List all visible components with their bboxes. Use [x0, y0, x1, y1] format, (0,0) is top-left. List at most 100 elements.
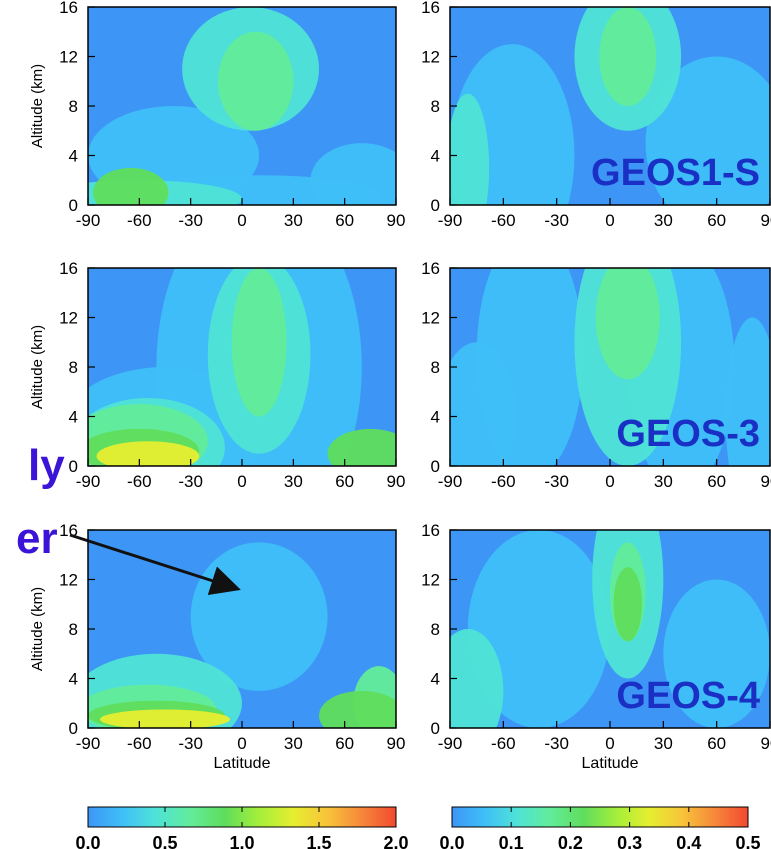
- y-tick-label: 0: [431, 196, 440, 215]
- y-tick-label: 8: [69, 97, 78, 116]
- y-tick-label: 0: [69, 457, 78, 476]
- colorbar-tick-label: 1.5: [306, 833, 331, 849]
- contour-field: [450, 530, 770, 728]
- contour-field: [88, 7, 396, 205]
- y-tick-label: 16: [421, 521, 440, 540]
- x-tick-label: -60: [127, 472, 152, 491]
- x-tick-label: -90: [76, 734, 101, 753]
- x-axis-label: Latitude: [582, 755, 639, 772]
- contour-level: [99, 709, 231, 728]
- y-tick-label: 8: [69, 358, 78, 377]
- x-tick-label: -60: [491, 472, 516, 491]
- x-tick-label: 0: [605, 734, 614, 753]
- x-tick-label: 60: [707, 734, 726, 753]
- model-label: GEOS-3: [616, 413, 760, 455]
- x-tick-label: 0: [605, 472, 614, 491]
- panels: 0 4 8 12 16 -90 -60 -30 0 30 60 90 Altitude (km) 0 4 8 1…: [29, 0, 771, 849]
- contour-level: [595, 268, 660, 380]
- x-tick-label: 30: [654, 734, 673, 753]
- y-tick-label: 12: [421, 571, 440, 590]
- annotation: ly er: [16, 441, 241, 596]
- x-tick-label: -30: [544, 211, 569, 230]
- contour-level: [231, 268, 287, 417]
- contour-level: [599, 7, 657, 106]
- panel-top-right: 0 4 8 12 16 -90 -60 -30 0 30 60 90GEOS1-S: [421, 0, 771, 230]
- x-tick-label: -30: [178, 734, 203, 753]
- contour-level: [467, 530, 610, 728]
- annotation-text-line2: er: [16, 514, 58, 563]
- y-tick-label: 4: [431, 408, 440, 427]
- annotation-arrow: [69, 533, 241, 596]
- contour-level: [645, 56, 770, 205]
- y-tick-label: 12: [59, 309, 78, 328]
- x-tick-label: 30: [654, 211, 673, 230]
- y-tick-label: 16: [59, 0, 78, 17]
- x-tick-label: -60: [491, 211, 516, 230]
- x-tick-label: 60: [335, 734, 354, 753]
- colorbar-1: 0.0 0.5 1.0 1.5 2.0: [75, 806, 409, 849]
- x-tick-label: 90: [761, 211, 771, 230]
- y-tick-label: 12: [59, 571, 78, 590]
- colorbar-tick-label: 0.5: [152, 833, 177, 849]
- x-tick-label: 90: [387, 472, 406, 491]
- x-tick-label: -90: [76, 211, 101, 230]
- contour-level: [450, 629, 504, 728]
- contour-field: [450, 268, 770, 466]
- y-tick-label: 12: [59, 48, 78, 67]
- contour-level: [450, 342, 516, 466]
- y-tick-label: 0: [69, 719, 78, 738]
- x-tick-label: -30: [178, 472, 203, 491]
- x-tick-label: 60: [707, 472, 726, 491]
- overlay: ly er: [16, 441, 241, 596]
- y-tick-label: 12: [421, 309, 440, 328]
- panel-mid-right: 0 4 8 12 16 -90 -60 -30 0 30 60 90GEOS-3: [421, 259, 771, 491]
- y-tick-label: 16: [421, 0, 440, 17]
- y-tick-label: 8: [431, 97, 440, 116]
- y-tick-label: 4: [69, 408, 78, 427]
- model-label: GEOS1-S: [591, 152, 760, 194]
- colorbar-gradient: [451, 806, 749, 828]
- colorbar-tick-label: 0.5: [735, 833, 760, 849]
- colorbar-tick-label: 0.2: [558, 833, 583, 849]
- contour-level: [96, 441, 200, 466]
- colorbar-2: 0.0 0.1 0.2 0.3 0.4 0.5: [439, 806, 761, 849]
- y-axis-label: Altitude (km): [29, 64, 46, 148]
- y-tick-label: 8: [431, 358, 440, 377]
- y-axis-label: Altitude (km): [29, 325, 46, 409]
- y-tick-label: 8: [431, 620, 440, 639]
- x-tick-label: 90: [387, 211, 406, 230]
- contour-level: [327, 428, 396, 466]
- y-tick-label: 8: [69, 620, 78, 639]
- contour-field: [88, 268, 396, 466]
- x-tick-label: 60: [335, 472, 354, 491]
- y-tick-label: 12: [421, 48, 440, 67]
- x-tick-label: -90: [438, 211, 463, 230]
- x-tick-label: -90: [438, 734, 463, 753]
- colorbar-tick-label: 0.1: [499, 833, 524, 849]
- contour-level: [663, 579, 770, 728]
- x-tick-label: 60: [707, 211, 726, 230]
- y-tick-label: 0: [69, 196, 78, 215]
- x-tick-label: 0: [605, 211, 614, 230]
- colorbar-tick-label: 0.4: [676, 833, 701, 849]
- contour-field: [450, 7, 770, 205]
- x-axis-label: Latitude: [214, 755, 271, 772]
- x-tick-label: -60: [491, 734, 516, 753]
- x-tick-label: 30: [284, 734, 303, 753]
- contour-level: [319, 690, 396, 728]
- x-tick-label: -90: [76, 472, 101, 491]
- colorbar-tick-label: 2.0: [383, 833, 408, 849]
- y-tick-label: 16: [421, 259, 440, 278]
- colorbar-tick-label: 0.0: [75, 833, 100, 849]
- y-tick-label: 4: [431, 147, 440, 166]
- panel-bot-right: 0 4 8 12 16 -90 -60 -30 0 30 60 90 Latitude GEOS-4: [421, 521, 771, 772]
- y-tick-label: 16: [59, 259, 78, 278]
- x-tick-label: -90: [438, 472, 463, 491]
- colorbar-tick-label: 0.0: [439, 833, 464, 849]
- x-tick-label: -60: [127, 211, 152, 230]
- x-tick-label: 60: [335, 211, 354, 230]
- x-tick-label: 30: [284, 472, 303, 491]
- model-label: GEOS-4: [616, 675, 760, 717]
